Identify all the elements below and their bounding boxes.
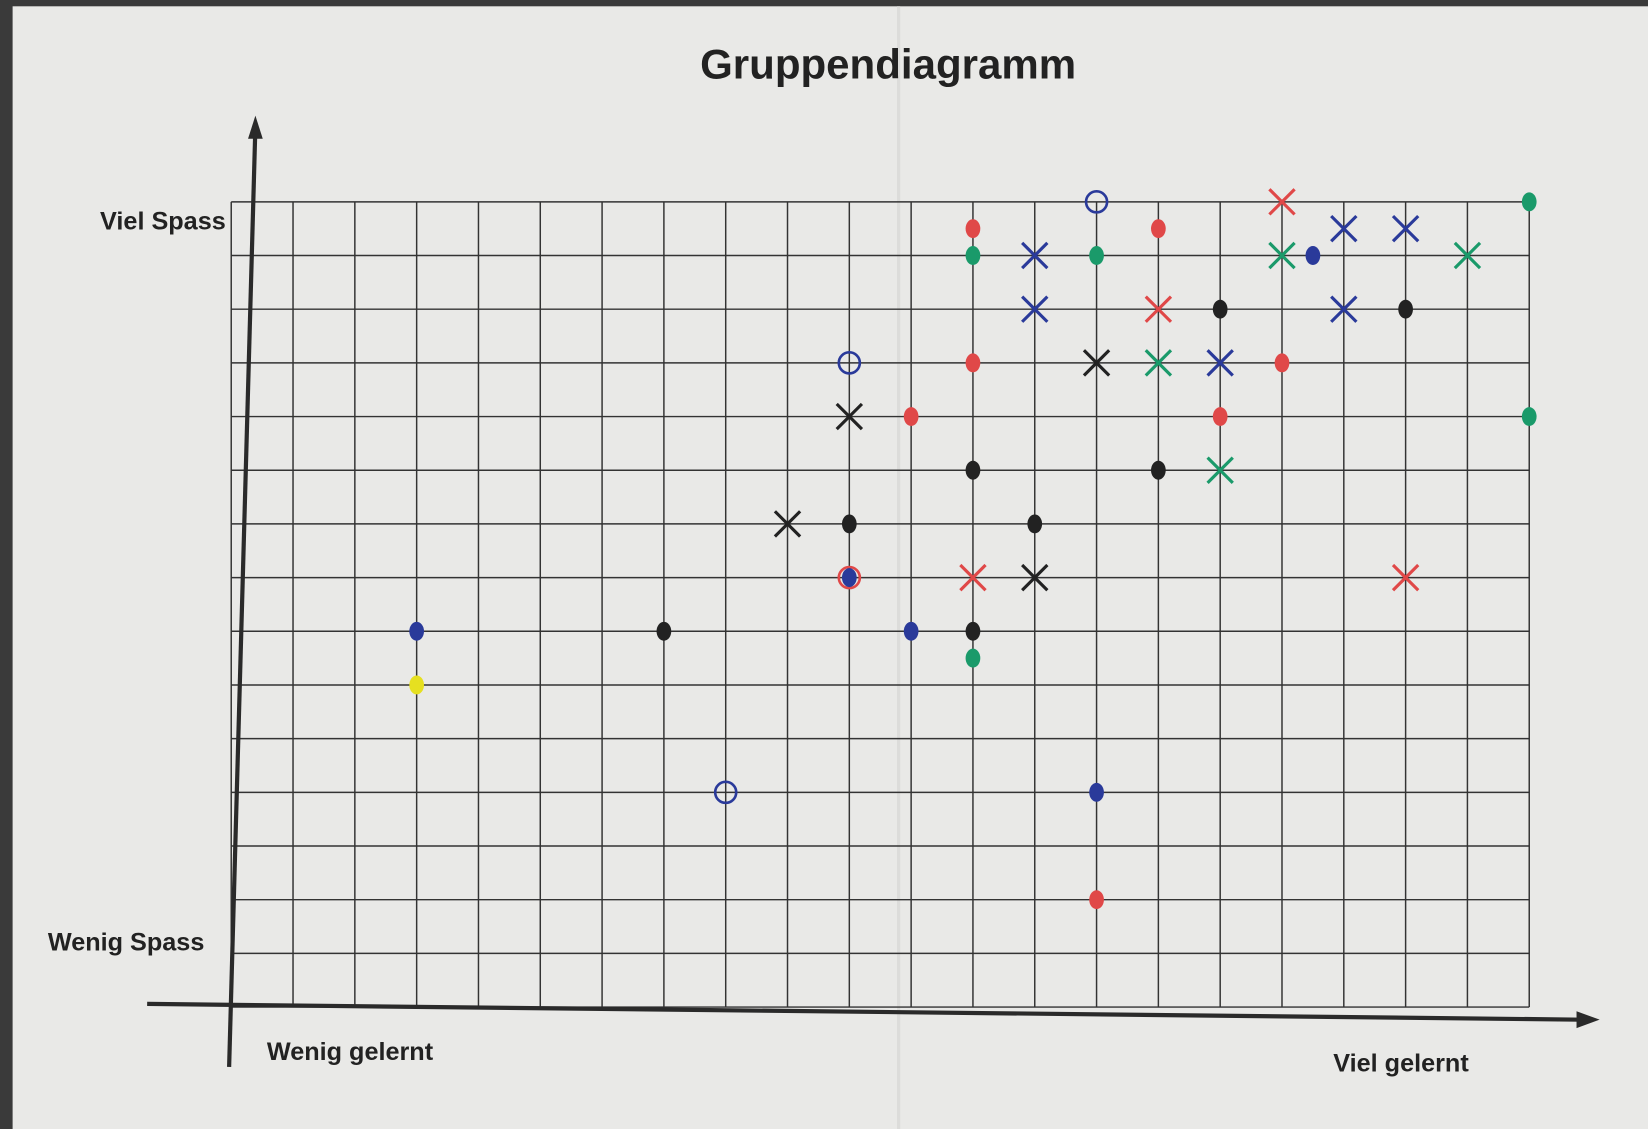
dot-shape — [966, 622, 981, 641]
point — [1027, 514, 1042, 533]
point — [966, 219, 981, 238]
point — [1089, 783, 1104, 802]
point — [1151, 461, 1166, 480]
point — [1522, 407, 1537, 426]
dot-shape — [1213, 407, 1228, 426]
point — [842, 514, 857, 533]
point — [1151, 219, 1166, 238]
page: {"chart_data": { "type": "scatter", "tit… — [0, 0, 1648, 1129]
dot-shape — [1522, 407, 1537, 426]
paper — [13, 6, 1648, 1129]
point — [409, 676, 424, 695]
dot-shape — [409, 622, 424, 641]
dot-shape — [842, 514, 857, 533]
x-label-right: Viel gelernt — [1333, 1050, 1469, 1078]
dot-shape — [1151, 461, 1166, 480]
dot-shape — [1089, 890, 1104, 909]
point — [1522, 192, 1537, 211]
dot-shape — [657, 622, 672, 641]
point — [1089, 246, 1104, 265]
dot-shape — [966, 353, 981, 372]
point — [966, 461, 981, 480]
dot-shape — [1522, 192, 1537, 211]
point — [842, 568, 857, 587]
point — [904, 622, 919, 641]
point — [1089, 890, 1104, 909]
dot-shape — [966, 219, 981, 238]
y-label-bottom: Wenig Spass — [48, 929, 204, 957]
point — [966, 246, 981, 265]
y-label-top: Viel Spass — [100, 208, 226, 236]
point — [1213, 300, 1228, 319]
dot-shape — [1398, 300, 1413, 319]
dot-shape — [842, 568, 857, 587]
point — [966, 622, 981, 641]
dot-shape — [1275, 353, 1290, 372]
point — [1275, 353, 1290, 372]
dot-shape — [1027, 514, 1042, 533]
point — [1213, 407, 1228, 426]
point — [1306, 246, 1321, 265]
point — [1398, 300, 1413, 319]
dot-shape — [1306, 246, 1321, 265]
dot-shape — [904, 407, 919, 426]
chart: Gruppendiagramm Viel Spass Wenig Spass W… — [0, 0, 1648, 1129]
x-label-left: Wenig gelernt — [267, 1038, 434, 1066]
chart-title: Gruppendiagramm — [700, 40, 1076, 87]
point — [966, 353, 981, 372]
dot-shape — [1151, 219, 1166, 238]
dot-shape — [904, 622, 919, 641]
dot-shape — [1213, 300, 1228, 319]
dot-shape — [1089, 246, 1104, 265]
dot-shape — [966, 246, 981, 265]
dot-shape — [966, 649, 981, 668]
point — [966, 649, 981, 668]
dot-shape — [966, 461, 981, 480]
point — [409, 622, 424, 641]
point — [904, 407, 919, 426]
dot-shape — [1089, 783, 1104, 802]
dot-shape — [409, 676, 424, 695]
point — [657, 622, 672, 641]
